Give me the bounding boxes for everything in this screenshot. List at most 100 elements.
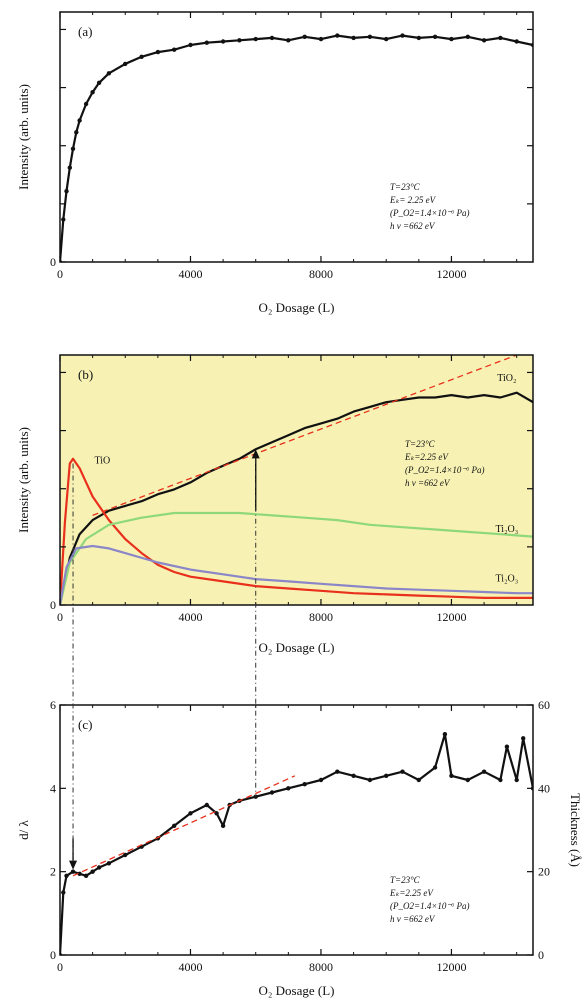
plot-frame <box>59 354 534 606</box>
series-line <box>60 391 533 605</box>
y2-tick-label: 0 <box>538 948 544 962</box>
data-point <box>481 769 487 774</box>
data-point <box>77 871 82 876</box>
y2-axis-title: Thickness (Å) <box>568 793 583 867</box>
arrow-head <box>69 860 78 870</box>
y-tick-label: 0 <box>50 255 56 269</box>
y-tick-label: 4 <box>50 781 56 795</box>
y2-tick-label: 20 <box>538 865 550 879</box>
data-point <box>302 34 307 39</box>
data-point <box>90 869 95 874</box>
plot-frame <box>59 11 534 263</box>
plot-background <box>60 355 533 605</box>
y-tick-label: 6 <box>50 698 56 712</box>
x-axis-title: O₂ Dosage (L) <box>258 300 334 315</box>
data-point <box>367 34 373 39</box>
condition-annotation: h ν =662 eV <box>390 914 436 924</box>
data-point <box>432 34 438 39</box>
x-tick-label: 4000 <box>178 610 202 624</box>
data-point <box>188 811 193 816</box>
x-tick-label: 12000 <box>436 610 466 624</box>
data-point <box>70 146 76 151</box>
data-point <box>400 33 405 38</box>
data-point <box>90 90 95 95</box>
data-point <box>504 744 510 749</box>
data-point <box>269 35 275 41</box>
data-point <box>416 777 421 783</box>
data-point <box>449 773 454 778</box>
y-axis-title: d/ λ <box>16 819 31 839</box>
data-point <box>432 765 438 770</box>
x-tick-label: 12000 <box>436 267 466 281</box>
data-point <box>253 36 258 42</box>
plot-background <box>60 705 533 955</box>
condition-annotation: Eₖ= 2.25 eV <box>389 195 437 205</box>
data-point <box>253 794 258 799</box>
data-point <box>74 130 79 135</box>
x-tick-label: 8000 <box>309 960 333 974</box>
data-point <box>64 873 69 878</box>
data-point <box>106 861 112 866</box>
panel-label: (b) <box>78 367 93 382</box>
x-tick-label: 0 <box>57 267 63 281</box>
x-tick-label: 4000 <box>178 960 202 974</box>
x-tick-label: 12000 <box>436 960 466 974</box>
data-point <box>384 773 389 778</box>
data-point <box>67 165 73 170</box>
x-axis-title: O₂ Dosage (L) <box>258 640 334 655</box>
data-point <box>514 39 519 44</box>
series-label: TiO <box>95 455 111 466</box>
y-tick-label: 0 <box>50 948 56 962</box>
data-point <box>416 35 421 41</box>
panel-label: (c) <box>78 717 92 732</box>
condition-annotation: (P_O2=1.4×10⁻⁶ Pa) <box>390 208 470 218</box>
series-label: TiO₂ <box>497 373 516 384</box>
plot-area <box>60 33 533 262</box>
condition-annotation: (P_O2=1.4×10⁻⁶ Pa) <box>390 901 470 911</box>
data-point <box>521 736 526 741</box>
data-point <box>286 786 291 791</box>
data-point <box>481 38 487 43</box>
data-point <box>123 852 128 858</box>
data-point <box>83 873 89 878</box>
y-axis-title: Intensity (arb. units) <box>16 84 31 190</box>
plot-background <box>60 12 533 262</box>
x-tick-label: 4000 <box>178 267 202 281</box>
data-point <box>318 36 324 42</box>
panel-b: 0 4000 8000 12000 0 O₂ Dosage (L) Intensity (a… <box>16 354 534 655</box>
data-point <box>400 769 405 774</box>
y2-tick-label: 40 <box>538 781 550 795</box>
x-tick-label: 8000 <box>309 267 333 281</box>
condition-annotation: h ν =662 eV <box>390 221 436 231</box>
data-point <box>220 39 226 44</box>
condition-annotation: T=23°C <box>390 875 421 885</box>
data-point <box>384 36 389 42</box>
series-label: Ti₂O₃ <box>496 573 519 584</box>
data-point <box>442 732 448 737</box>
data-point <box>318 777 324 783</box>
series-line <box>60 511 533 605</box>
data-point <box>335 33 340 38</box>
data-point <box>70 869 76 874</box>
panel-a: 0 4000 8000 12000 0 O₂ Dosage (L) Intensity (a… <box>16 11 534 315</box>
data-point <box>351 773 356 778</box>
condition-annotation: h ν =662 eV <box>405 478 451 488</box>
data-point <box>139 54 144 59</box>
series-line <box>60 733 533 955</box>
data-point <box>172 823 177 828</box>
data-point <box>188 42 193 48</box>
series-label: Ti₂O₃ <box>496 524 519 535</box>
y-axis-title: Intensity (arb. units) <box>16 427 31 533</box>
data-point <box>465 777 470 783</box>
series-line <box>92 355 517 517</box>
condition-annotation: Eₖ=2.25 eV <box>404 452 449 462</box>
data-point <box>83 101 89 107</box>
data-point <box>335 769 340 774</box>
series-line <box>60 457 533 605</box>
data-point <box>498 777 503 783</box>
data-point <box>155 49 161 55</box>
condition-annotation: Eₖ=2.25 eV <box>389 888 434 898</box>
plot-area <box>60 732 533 955</box>
